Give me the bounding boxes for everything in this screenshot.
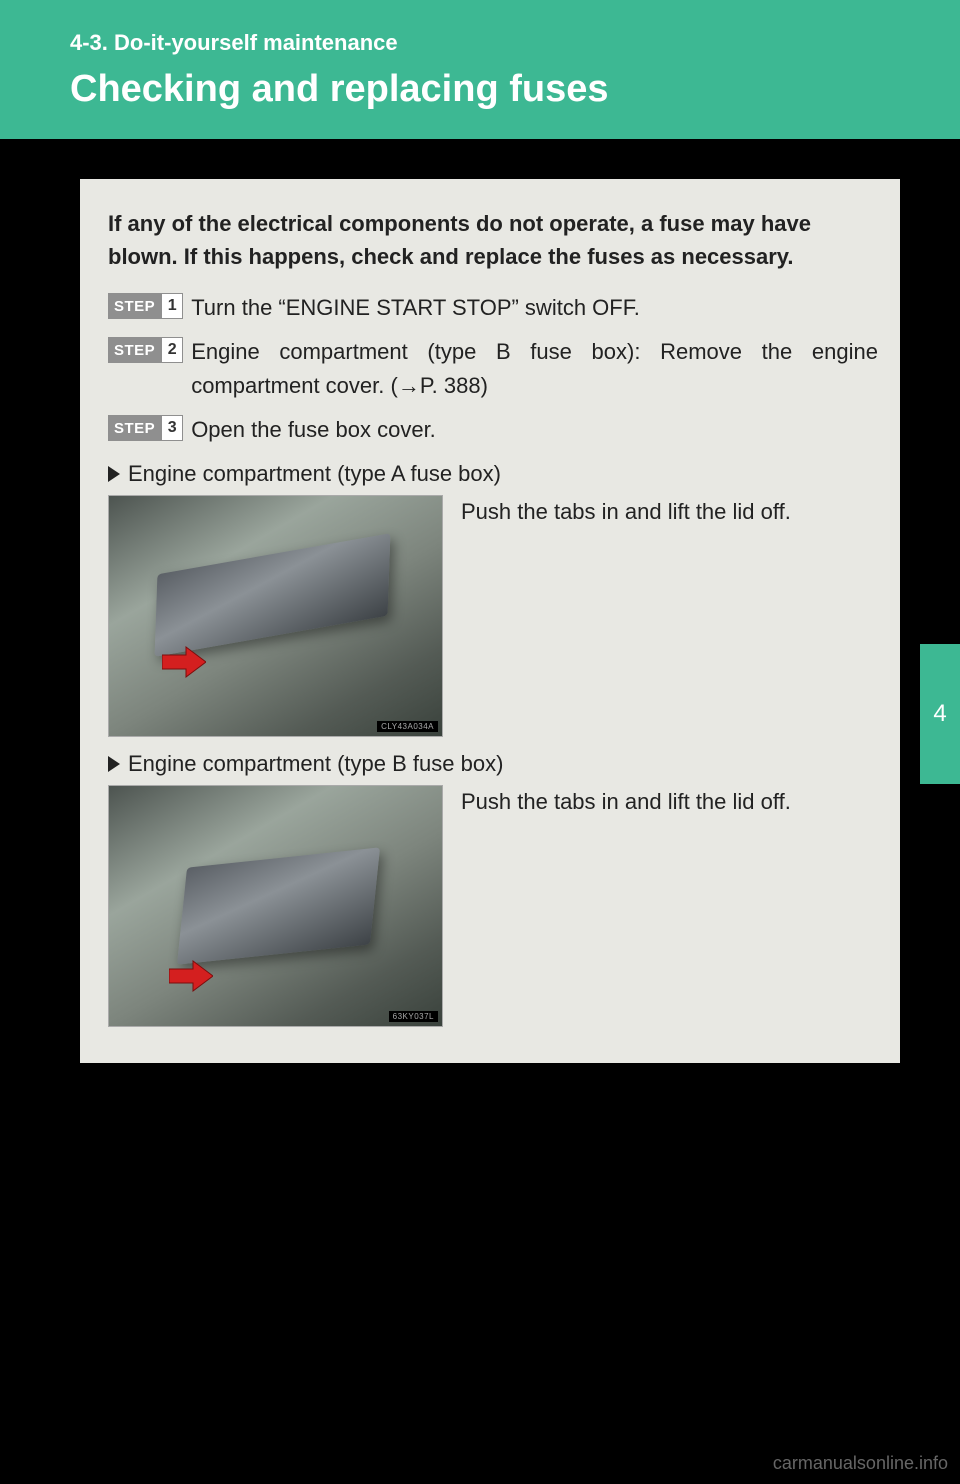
step-3: STEP 3 Open the fuse box cover. <box>108 413 878 447</box>
figure-row-a: CLY43A034A Push the tabs in and lift the… <box>108 495 878 737</box>
section-label: 4-3. Do-it-yourself maintenance <box>70 30 890 56</box>
subheading-b: Engine compartment (type B fuse box) <box>108 751 878 777</box>
red-arrow-icon <box>162 645 206 679</box>
step-1: STEP 1 Turn the “ENGINE START STOP” swit… <box>108 291 878 325</box>
subheading-a: Engine compartment (type A fuse box) <box>108 461 878 487</box>
fuse-box-lid <box>154 533 390 656</box>
figure-row-b: 63KY037L Push the tabs in and lift the l… <box>108 785 878 1027</box>
subheading-text: Engine compartment (type A fuse box) <box>128 461 501 487</box>
chapter-number: 4 <box>933 700 946 728</box>
chapter-side-tab: 4 <box>920 644 960 784</box>
step-badge-word: STEP <box>108 337 161 363</box>
page-title: Checking and replacing fuses <box>70 68 890 111</box>
triangle-icon <box>108 756 120 772</box>
figure-b: 63KY037L <box>108 785 443 1027</box>
step-badge: STEP 1 <box>108 293 183 319</box>
step-badge-word: STEP <box>108 293 161 319</box>
subheading-text: Engine compartment (type B fuse box) <box>128 751 503 777</box>
step-text: Turn the “ENGINE START STOP” switch OFF. <box>191 291 878 325</box>
triangle-icon <box>108 466 120 482</box>
step-2: STEP 2 Engine compartment (type B fuse b… <box>108 335 878 403</box>
figure-caption: Push the tabs in and lift the lid off. <box>461 495 878 737</box>
content-box: If any of the electrical components do n… <box>80 179 900 1063</box>
fuse-box-lid <box>177 848 380 965</box>
step-badge: STEP 3 <box>108 415 183 441</box>
step-badge-num: 3 <box>161 415 183 441</box>
step-badge: STEP 2 <box>108 337 183 363</box>
step-text: Open the fuse box cover. <box>191 413 878 447</box>
page-header: 4-3. Do-it-yourself maintenance Checking… <box>0 0 960 139</box>
step-badge-num: 2 <box>161 337 183 363</box>
watermark: carmanualsonline.info <box>773 1453 948 1474</box>
figure-caption: Push the tabs in and lift the lid off. <box>461 785 878 1027</box>
intro-text: If any of the electrical components do n… <box>108 207 878 273</box>
red-arrow-icon <box>169 959 213 993</box>
step-badge-word: STEP <box>108 415 161 441</box>
figure-a: CLY43A034A <box>108 495 443 737</box>
figure-code: 63KY037L <box>389 1011 438 1022</box>
step-text: Engine compartment (type B fuse box): Re… <box>191 335 878 403</box>
step-badge-num: 1 <box>161 293 183 319</box>
figure-code: CLY43A034A <box>377 721 438 732</box>
